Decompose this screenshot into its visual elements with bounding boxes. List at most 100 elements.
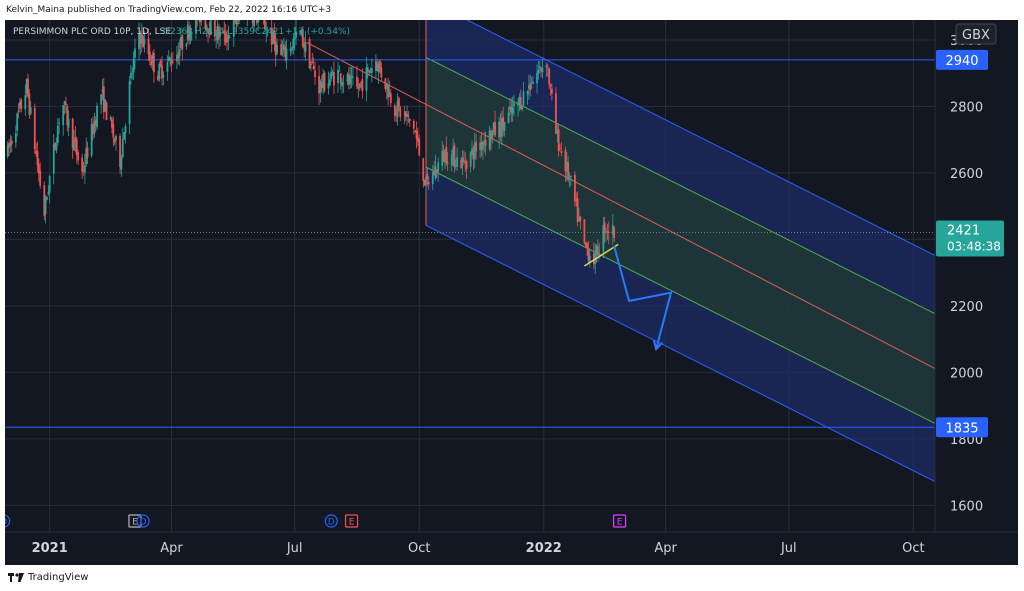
candle-down (484, 139, 487, 146)
candle-down (77, 152, 80, 161)
candle-up (358, 83, 361, 88)
regression-channel[interactable] (306, 0, 936, 483)
candle-up (349, 76, 352, 85)
candle-up (492, 122, 495, 133)
candle-down (142, 36, 144, 48)
candle-down (171, 62, 174, 64)
candle-down (408, 118, 411, 121)
candle-up (605, 231, 607, 233)
dividend-marker-icon (324, 514, 338, 528)
dividend-marker-label: D (5, 518, 7, 528)
x-tick-label: 2022 (526, 541, 562, 556)
candle-down (606, 231, 609, 233)
currency-badge-box[interactable] (955, 23, 997, 45)
event-markers[interactable]: DEDDEE (0, 514, 627, 528)
candle-down (284, 46, 287, 57)
candle-down (414, 130, 417, 133)
candle-up (292, 38, 295, 48)
candle-up (471, 148, 473, 153)
candle-up (441, 151, 444, 166)
x-tick-label: 2021 (32, 541, 68, 556)
candle-up (6, 144, 9, 157)
candle-up (276, 45, 278, 53)
candle-down (86, 147, 89, 158)
candle-down (540, 67, 542, 72)
candle-down (273, 30, 276, 44)
candle-up (289, 48, 292, 52)
candle-up (132, 59, 135, 73)
candle-up (18, 102, 21, 109)
candle-up (295, 31, 297, 38)
candle-down (37, 164, 40, 174)
candle-up (56, 126, 59, 143)
candle-down (422, 158, 425, 181)
candle-up (120, 157, 123, 170)
candle-up (388, 91, 391, 97)
candle-up (546, 68, 549, 70)
candle-up (341, 82, 343, 87)
candle-up (232, 19, 235, 37)
candle-up (509, 106, 511, 110)
earnings-marker-icon (344, 514, 359, 528)
candle-down (475, 141, 477, 152)
dividend-marker-label: D (140, 518, 147, 528)
candle-down (148, 51, 151, 61)
horizontal-levels[interactable] (5, 59, 935, 428)
candle-down (66, 106, 69, 125)
candle-down (395, 112, 398, 115)
y-tick-label: 2200 (950, 300, 983, 315)
candle-down (36, 151, 39, 166)
candle-up (185, 43, 188, 47)
candle-down (423, 179, 426, 186)
candle-up (167, 57, 170, 61)
currency-badge[interactable]: GBX (955, 23, 997, 45)
candle-up (266, 29, 269, 31)
candle-down (43, 185, 46, 216)
candle-up (342, 83, 345, 85)
candle-up (123, 131, 126, 140)
publisher-line: Kelvin_Maina published on TradingView.co… (6, 5, 332, 15)
candle-up (194, 9, 197, 34)
price-chart[interactable]: 1600180020002200260028003000 2021AprJulO… (0, 0, 1018, 565)
candle-down (347, 73, 350, 85)
candle-down (303, 44, 306, 49)
ohlc-change: +13 (+0.54%) (285, 27, 350, 37)
candle-down (111, 119, 113, 128)
candle-down (465, 161, 468, 169)
drawings[interactable] (583, 243, 673, 352)
candle-up (530, 87, 533, 88)
candle-up (16, 113, 19, 131)
candle-down (559, 148, 561, 150)
candle-down (27, 78, 29, 97)
chart-area[interactable]: 1600180020002200260028003000 2021AprJulO… (0, 0, 1018, 565)
candle-down (586, 243, 588, 249)
candle-up (507, 112, 510, 124)
candle-down (311, 61, 314, 64)
candle-up (227, 34, 230, 41)
candle-down (555, 93, 557, 134)
candle-up (518, 96, 521, 106)
candle-down (557, 129, 560, 152)
candle-down (529, 83, 532, 91)
x-axis-background (5, 532, 935, 565)
candle-up (385, 83, 388, 89)
candle-down (251, 17, 254, 24)
candle-down (603, 222, 606, 234)
candle-up (319, 81, 322, 93)
candle-up (454, 166, 457, 167)
currency-label: GBX (962, 28, 990, 43)
candle-up (588, 255, 591, 262)
candle-up (124, 125, 127, 133)
candle-down (435, 169, 438, 173)
candle-down (320, 83, 323, 88)
candle-up (310, 64, 312, 66)
candle-down (445, 146, 448, 164)
candle-up (178, 49, 181, 57)
candle-up (200, 18, 203, 22)
countdown-label: 03:48:38 (947, 239, 1001, 253)
candle-up (180, 37, 182, 48)
candle-up (101, 89, 104, 93)
candle-down (464, 161, 467, 165)
candle-down (576, 198, 579, 222)
